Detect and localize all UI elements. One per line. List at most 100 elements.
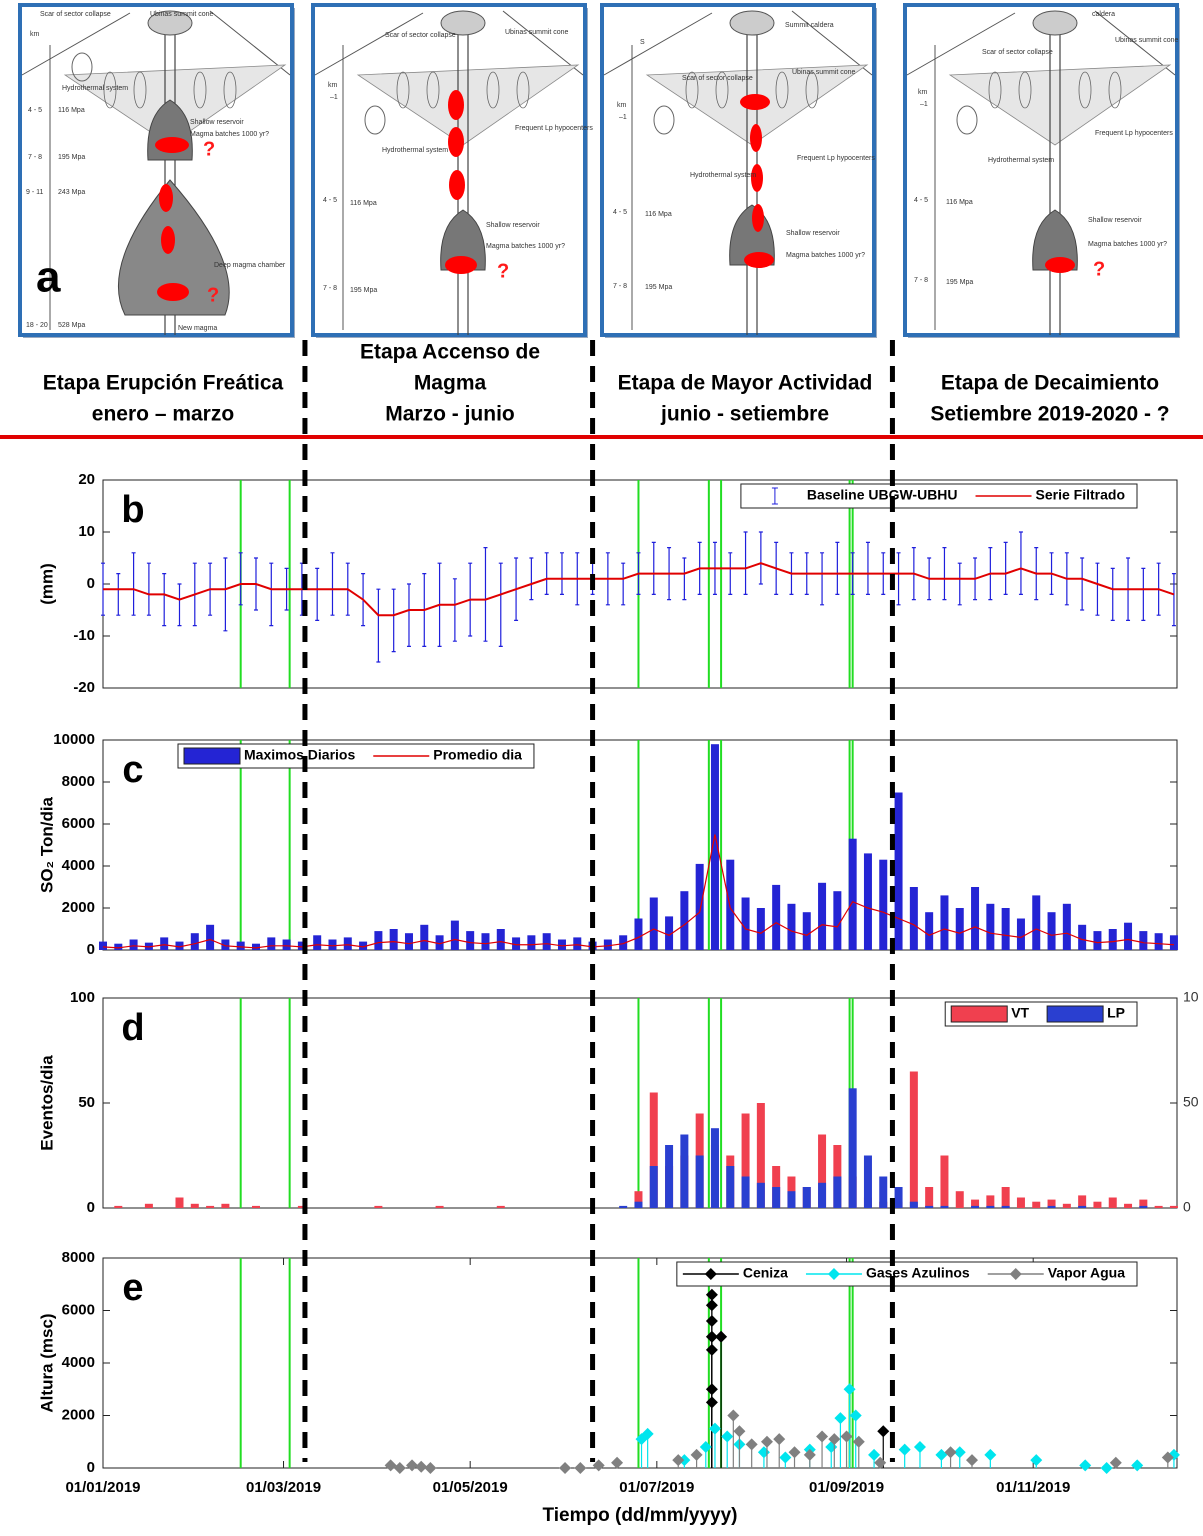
diagram-label: Ubinas summit cone — [150, 11, 214, 18]
diagram-label: –1 — [330, 94, 338, 101]
stage-title: Etapa de Mayor Actividad — [618, 372, 873, 395]
error-bar — [682, 557, 687, 601]
bar — [313, 935, 322, 950]
diagram-label: Frequent Lp hypocenters — [1095, 130, 1173, 137]
marker — [1079, 1459, 1092, 1472]
bar — [665, 916, 674, 950]
marker — [828, 1433, 841, 1446]
marker — [965, 1454, 978, 1467]
bar — [527, 935, 536, 950]
magma-batch — [750, 124, 762, 152]
panel-letter: d — [121, 1007, 144, 1049]
bar — [160, 937, 169, 950]
diagram-label: –1 — [619, 114, 627, 121]
bar — [435, 1205, 444, 1208]
error-bar — [1003, 541, 1008, 595]
bar — [557, 939, 566, 950]
error-bar — [131, 552, 136, 616]
volcano-slope — [314, 10, 584, 76]
diagram-frame — [600, 3, 876, 337]
marker — [705, 1396, 718, 1409]
bar — [818, 1182, 827, 1208]
bar — [420, 924, 429, 950]
legend: VT LP — [944, 1001, 1138, 1027]
y-tick-label: 100 — [70, 989, 95, 1006]
bar — [649, 1166, 658, 1208]
x-tick-label: 01/03/2019 — [246, 1479, 321, 1496]
error-bar — [1080, 557, 1085, 611]
legend-patch — [183, 747, 241, 765]
bar — [435, 935, 444, 950]
diagram-label: 7 - 8 — [28, 154, 42, 161]
hypocenter-ellipse — [103, 71, 117, 109]
hypocenter-ellipse — [193, 71, 207, 109]
bar — [1108, 929, 1117, 950]
y-tick-label: 6000 — [62, 815, 95, 832]
y2-tick-label: 10 — [1183, 989, 1199, 1005]
plot-area — [102, 1257, 1178, 1469]
shallow-reservoir — [1032, 209, 1078, 271]
hydrothermal-system — [71, 52, 93, 82]
marker — [868, 1448, 881, 1461]
magma-batch — [740, 94, 770, 110]
legend-symbol — [987, 1268, 1044, 1280]
marker — [953, 1446, 966, 1459]
y-axis-label: (mm) — [37, 563, 56, 605]
bar — [99, 941, 107, 950]
legend-label: Maximos Diarios — [244, 747, 355, 763]
bar — [726, 859, 735, 950]
bar — [512, 937, 521, 950]
diagram-label: Magma batches 1000 yr? — [190, 131, 269, 138]
y-tick-label: 2000 — [62, 1406, 95, 1423]
diagram-label: km — [30, 31, 40, 38]
bar — [1124, 922, 1133, 950]
diagram-label: New magma — [178, 325, 217, 332]
marker — [393, 1462, 406, 1474]
y-tick-label: -20 — [73, 679, 95, 696]
conduit — [1049, 20, 1061, 335]
bar — [282, 939, 291, 950]
marker — [935, 1448, 948, 1461]
diagram-label: Shallow reservoir — [786, 230, 840, 237]
diagram-label: Magma batches 1000 yr? — [786, 252, 865, 259]
error-bar — [743, 531, 748, 595]
y-tick-label: 4000 — [62, 1354, 95, 1371]
bar — [267, 937, 276, 950]
bar — [649, 897, 658, 950]
marker — [944, 1446, 957, 1459]
marker — [1161, 1451, 1174, 1464]
marker — [705, 1299, 718, 1312]
marker — [733, 1425, 746, 1438]
marker — [415, 1460, 428, 1473]
bar — [374, 1205, 383, 1208]
marker — [1131, 1459, 1144, 1472]
diagram-label: 18 - 20 — [26, 322, 48, 329]
diagram-label: 4 - 5 — [323, 197, 337, 204]
diagram-label: Ubinas summit cone — [792, 69, 856, 76]
question-mark: ? — [207, 284, 219, 306]
marker — [913, 1441, 926, 1453]
hypocenter-ellipse — [516, 71, 530, 109]
bar — [359, 941, 368, 950]
bar — [374, 931, 383, 950]
y-tick-label: 4000 — [62, 857, 95, 874]
marker — [984, 1448, 997, 1461]
bar — [1169, 1205, 1178, 1208]
error-bar — [376, 588, 381, 663]
y-tick-label: 20 — [78, 471, 95, 488]
bar — [481, 933, 490, 950]
bar — [1032, 1201, 1041, 1208]
marker — [705, 1383, 718, 1396]
marker — [745, 1438, 758, 1451]
chart-panel: 0 50 100 0 50 10 Eventos/dia d VT LP — [37, 989, 1198, 1216]
diagram-label: 116 Mpa — [350, 200, 377, 207]
bar — [909, 1071, 918, 1208]
bar — [190, 933, 199, 950]
bar — [710, 744, 719, 950]
stage-title: Setiembre 2019-2020 - ? — [930, 403, 1169, 426]
y-tick-label: 6000 — [62, 1301, 95, 1318]
summit-cone — [1032, 10, 1078, 36]
question-mark: ? — [497, 260, 509, 282]
panel-letter: a — [36, 253, 61, 302]
bar — [1062, 903, 1071, 950]
